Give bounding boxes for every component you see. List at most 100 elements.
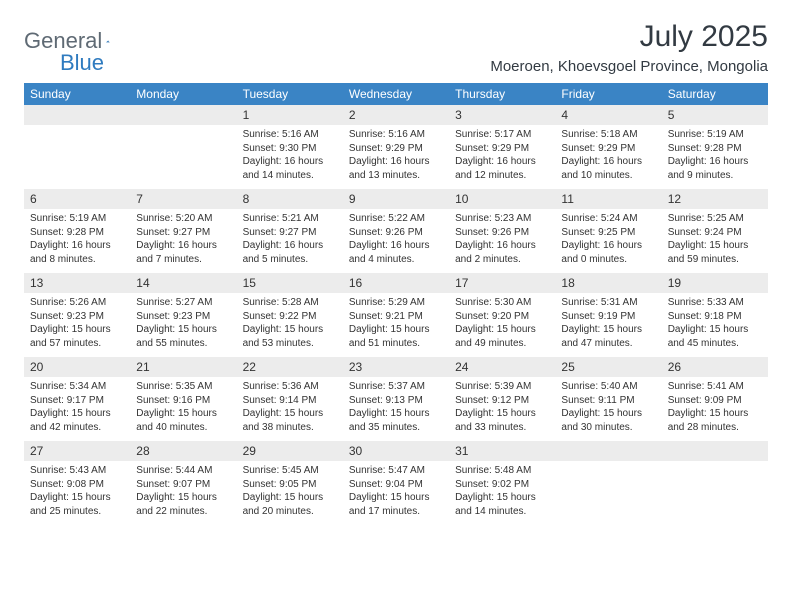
day-number: 16 xyxy=(343,273,449,293)
day-cell-30: 30Sunrise: 5:47 AMSunset: 9:04 PMDayligh… xyxy=(343,441,449,525)
day-content: Sunrise: 5:17 AMSunset: 9:29 PMDaylight:… xyxy=(449,125,555,188)
day-cell-9: 9Sunrise: 5:22 AMSunset: 9:26 PMDaylight… xyxy=(343,189,449,273)
day-content: Sunrise: 5:35 AMSunset: 9:16 PMDaylight:… xyxy=(130,377,236,440)
empty-cell xyxy=(24,105,130,189)
day-content: Sunrise: 5:37 AMSunset: 9:13 PMDaylight:… xyxy=(343,377,449,440)
day-cell-6: 6Sunrise: 5:19 AMSunset: 9:28 PMDaylight… xyxy=(24,189,130,273)
day-number: 30 xyxy=(343,441,449,461)
day-number: 24 xyxy=(449,357,555,377)
empty-cell xyxy=(555,441,661,525)
day-content xyxy=(555,461,661,470)
day-cell-28: 28Sunrise: 5:44 AMSunset: 9:07 PMDayligh… xyxy=(130,441,236,525)
day-cell-17: 17Sunrise: 5:30 AMSunset: 9:20 PMDayligh… xyxy=(449,273,555,357)
day-number: 20 xyxy=(24,357,130,377)
day-content: Sunrise: 5:22 AMSunset: 9:26 PMDaylight:… xyxy=(343,209,449,272)
day-number: 25 xyxy=(555,357,661,377)
day-number: 9 xyxy=(343,189,449,209)
calendar-row: 1Sunrise: 5:16 AMSunset: 9:30 PMDaylight… xyxy=(24,105,768,189)
day-cell-8: 8Sunrise: 5:21 AMSunset: 9:27 PMDaylight… xyxy=(237,189,343,273)
day-number: 21 xyxy=(130,357,236,377)
day-content: Sunrise: 5:28 AMSunset: 9:22 PMDaylight:… xyxy=(237,293,343,356)
day-number: 27 xyxy=(24,441,130,461)
logo-triangle-icon xyxy=(106,33,110,49)
day-cell-23: 23Sunrise: 5:37 AMSunset: 9:13 PMDayligh… xyxy=(343,357,449,441)
location-text: Moeroen, Khoevsgoel Province, Mongolia xyxy=(490,58,768,75)
day-content: Sunrise: 5:16 AMSunset: 9:29 PMDaylight:… xyxy=(343,125,449,188)
day-cell-25: 25Sunrise: 5:40 AMSunset: 9:11 PMDayligh… xyxy=(555,357,661,441)
day-number xyxy=(24,105,130,125)
day-content: Sunrise: 5:41 AMSunset: 9:09 PMDaylight:… xyxy=(662,377,768,440)
day-content xyxy=(130,125,236,134)
day-content: Sunrise: 5:47 AMSunset: 9:04 PMDaylight:… xyxy=(343,461,449,524)
day-cell-27: 27Sunrise: 5:43 AMSunset: 9:08 PMDayligh… xyxy=(24,441,130,525)
day-cell-14: 14Sunrise: 5:27 AMSunset: 9:23 PMDayligh… xyxy=(130,273,236,357)
day-cell-22: 22Sunrise: 5:36 AMSunset: 9:14 PMDayligh… xyxy=(237,357,343,441)
empty-cell xyxy=(130,105,236,189)
day-cell-31: 31Sunrise: 5:48 AMSunset: 9:02 PMDayligh… xyxy=(449,441,555,525)
day-number: 6 xyxy=(24,189,130,209)
day-content: Sunrise: 5:36 AMSunset: 9:14 PMDaylight:… xyxy=(237,377,343,440)
day-content: Sunrise: 5:48 AMSunset: 9:02 PMDaylight:… xyxy=(449,461,555,524)
day-cell-4: 4Sunrise: 5:18 AMSunset: 9:29 PMDaylight… xyxy=(555,105,661,189)
day-cell-26: 26Sunrise: 5:41 AMSunset: 9:09 PMDayligh… xyxy=(662,357,768,441)
day-content: Sunrise: 5:25 AMSunset: 9:24 PMDaylight:… xyxy=(662,209,768,272)
day-number: 22 xyxy=(237,357,343,377)
day-number: 3 xyxy=(449,105,555,125)
weekday-header-row: SundayMondayTuesdayWednesdayThursdayFrid… xyxy=(24,83,768,105)
logo-text-blue: Blue xyxy=(60,50,104,75)
calendar-body: 1Sunrise: 5:16 AMSunset: 9:30 PMDaylight… xyxy=(24,105,768,525)
day-content: Sunrise: 5:30 AMSunset: 9:20 PMDaylight:… xyxy=(449,293,555,356)
day-number: 12 xyxy=(662,189,768,209)
calendar-row: 6Sunrise: 5:19 AMSunset: 9:28 PMDaylight… xyxy=(24,189,768,273)
day-number: 7 xyxy=(130,189,236,209)
day-number: 31 xyxy=(449,441,555,461)
empty-cell xyxy=(662,441,768,525)
day-cell-16: 16Sunrise: 5:29 AMSunset: 9:21 PMDayligh… xyxy=(343,273,449,357)
day-content: Sunrise: 5:21 AMSunset: 9:27 PMDaylight:… xyxy=(237,209,343,272)
weekday-header: Thursday xyxy=(449,83,555,105)
day-content: Sunrise: 5:26 AMSunset: 9:23 PMDaylight:… xyxy=(24,293,130,356)
day-number: 28 xyxy=(130,441,236,461)
day-content: Sunrise: 5:44 AMSunset: 9:07 PMDaylight:… xyxy=(130,461,236,524)
day-cell-21: 21Sunrise: 5:35 AMSunset: 9:16 PMDayligh… xyxy=(130,357,236,441)
day-content: Sunrise: 5:40 AMSunset: 9:11 PMDaylight:… xyxy=(555,377,661,440)
day-number xyxy=(130,105,236,125)
day-cell-11: 11Sunrise: 5:24 AMSunset: 9:25 PMDayligh… xyxy=(555,189,661,273)
day-number: 10 xyxy=(449,189,555,209)
day-content: Sunrise: 5:43 AMSunset: 9:08 PMDaylight:… xyxy=(24,461,130,524)
day-content: Sunrise: 5:29 AMSunset: 9:21 PMDaylight:… xyxy=(343,293,449,356)
day-number: 29 xyxy=(237,441,343,461)
day-content: Sunrise: 5:33 AMSunset: 9:18 PMDaylight:… xyxy=(662,293,768,356)
day-number xyxy=(555,441,661,461)
day-number: 4 xyxy=(555,105,661,125)
day-number: 18 xyxy=(555,273,661,293)
day-number: 19 xyxy=(662,273,768,293)
weekday-header: Friday xyxy=(555,83,661,105)
day-number: 11 xyxy=(555,189,661,209)
day-content: Sunrise: 5:16 AMSunset: 9:30 PMDaylight:… xyxy=(237,125,343,188)
day-cell-7: 7Sunrise: 5:20 AMSunset: 9:27 PMDaylight… xyxy=(130,189,236,273)
day-content: Sunrise: 5:19 AMSunset: 9:28 PMDaylight:… xyxy=(662,125,768,188)
title-block: July 2025 Moeroen, Khoevsgoel Province, … xyxy=(490,20,768,75)
day-number: 13 xyxy=(24,273,130,293)
day-content: Sunrise: 5:45 AMSunset: 9:05 PMDaylight:… xyxy=(237,461,343,524)
day-content: Sunrise: 5:20 AMSunset: 9:27 PMDaylight:… xyxy=(130,209,236,272)
calendar-row: 27Sunrise: 5:43 AMSunset: 9:08 PMDayligh… xyxy=(24,441,768,525)
calendar-row: 13Sunrise: 5:26 AMSunset: 9:23 PMDayligh… xyxy=(24,273,768,357)
logo-sub: Blue xyxy=(24,50,104,76)
day-cell-5: 5Sunrise: 5:19 AMSunset: 9:28 PMDaylight… xyxy=(662,105,768,189)
weekday-header: Tuesday xyxy=(237,83,343,105)
day-cell-24: 24Sunrise: 5:39 AMSunset: 9:12 PMDayligh… xyxy=(449,357,555,441)
day-content: Sunrise: 5:24 AMSunset: 9:25 PMDaylight:… xyxy=(555,209,661,272)
day-content xyxy=(24,125,130,134)
day-cell-29: 29Sunrise: 5:45 AMSunset: 9:05 PMDayligh… xyxy=(237,441,343,525)
day-cell-20: 20Sunrise: 5:34 AMSunset: 9:17 PMDayligh… xyxy=(24,357,130,441)
day-number xyxy=(662,441,768,461)
day-number: 26 xyxy=(662,357,768,377)
day-content: Sunrise: 5:34 AMSunset: 9:17 PMDaylight:… xyxy=(24,377,130,440)
calendar-row: 20Sunrise: 5:34 AMSunset: 9:17 PMDayligh… xyxy=(24,357,768,441)
day-number: 2 xyxy=(343,105,449,125)
weekday-header: Saturday xyxy=(662,83,768,105)
day-cell-18: 18Sunrise: 5:31 AMSunset: 9:19 PMDayligh… xyxy=(555,273,661,357)
day-content: Sunrise: 5:39 AMSunset: 9:12 PMDaylight:… xyxy=(449,377,555,440)
